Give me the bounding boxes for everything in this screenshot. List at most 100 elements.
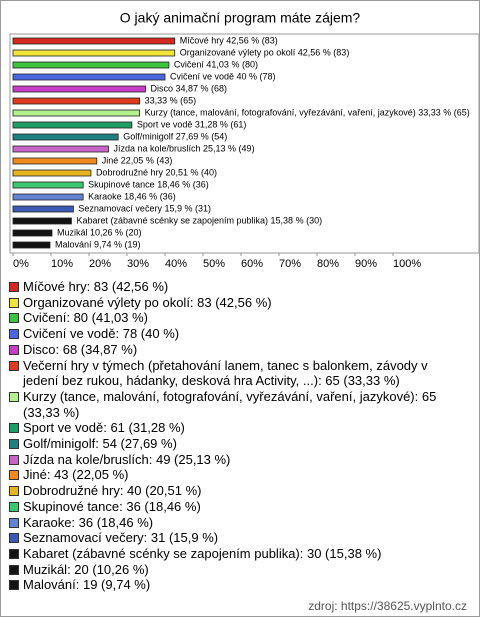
bar-label: Jiné 22,05 % (43) bbox=[102, 155, 173, 165]
legend-item: Muzikál: 20 (10,26 %) bbox=[9, 562, 459, 578]
bar-label: Golf/minigolf 27,69 % (54) bbox=[123, 131, 227, 141]
bar-label: Skupinové tance 18,46 % (36) bbox=[88, 179, 209, 189]
legend-label: Karaoke: 36 (18,46 %) bbox=[23, 514, 154, 530]
bar-label: Kurzy (tance, malování, fotografování, v… bbox=[145, 107, 470, 117]
bar bbox=[12, 109, 141, 117]
legend-label: Skupinové tance: 36 (18,46 %) bbox=[23, 498, 201, 514]
bar-label: Sport ve vodě 31,28 % (61) bbox=[137, 119, 247, 129]
x-tick-label: 100% bbox=[393, 258, 421, 270]
legend-swatch bbox=[9, 533, 19, 544]
bar bbox=[12, 85, 146, 93]
plot-frame bbox=[9, 33, 479, 254]
legend: Míčové hry: 83 (42,56 %) Organizované výl… bbox=[9, 279, 459, 593]
legend-item: Cvičení ve vodě: 78 (40 %) bbox=[9, 326, 459, 342]
bar-label: Muzikál 10,26 % (20) bbox=[57, 227, 142, 237]
legend-label: Cvičení: 80 (41,03 %) bbox=[23, 310, 149, 326]
legend-item: Kurzy (tance, malování, fotografování, v… bbox=[9, 389, 459, 420]
legend-item: Jiné: 43 (22,05 %) bbox=[9, 467, 459, 483]
legend-label: Cvičení ve vodě: 78 (40 %) bbox=[23, 326, 180, 342]
bar-label: 33,33 % (65) bbox=[145, 95, 197, 105]
bar-label: Malování 9,74 % (19) bbox=[55, 239, 141, 249]
bar bbox=[12, 145, 109, 153]
legend-swatch bbox=[9, 439, 19, 450]
legend-label: Golf/minigolf: 54 (27,69 %) bbox=[23, 436, 177, 452]
bar bbox=[12, 205, 74, 213]
legend-label: Seznamovací večery: 31 (15,9 %) bbox=[23, 530, 219, 546]
x-tick-label: 80% bbox=[317, 258, 339, 270]
legend-swatch bbox=[9, 423, 19, 434]
legend-label: Sport ve vodě: 61 (31,28 %) bbox=[23, 420, 185, 436]
x-tick-label: 30% bbox=[127, 258, 149, 270]
legend-label: Jiné: 43 (22,05 %) bbox=[23, 467, 129, 483]
bar bbox=[12, 133, 119, 141]
bar bbox=[12, 73, 166, 81]
legend-item: Golf/minigolf: 54 (27,69 %) bbox=[9, 436, 459, 452]
bar bbox=[12, 241, 51, 249]
chart: O jaký animační program máte zájem? 0% 10… bbox=[9, 10, 479, 270]
legend-swatch bbox=[9, 391, 19, 402]
x-tick-label: 70% bbox=[279, 258, 301, 270]
legend-item: Kabaret (zábavné scénky se zapojením pub… bbox=[9, 546, 459, 562]
legend-item: Disco: 68 (34,87 %) bbox=[9, 342, 459, 358]
bar-label: Míčové hry 42,56 % (83) bbox=[180, 35, 278, 45]
x-tick-label: 60% bbox=[241, 258, 263, 270]
bar-label: Karaoke 18,46 % (36) bbox=[88, 191, 176, 201]
bar bbox=[12, 217, 72, 225]
legend-label: Muzikál: 20 (10,26 %) bbox=[23, 561, 149, 577]
legend-item: Karaoke: 36 (18,46 %) bbox=[9, 515, 459, 531]
bar bbox=[12, 37, 176, 45]
x-tick-label: 20% bbox=[89, 258, 111, 270]
chart-title: O jaký animační program máte zájem? bbox=[120, 10, 361, 26]
bar bbox=[12, 169, 92, 177]
x-tick-label: 90% bbox=[355, 258, 377, 270]
bar-label: Dobrodružné hry 20,51 % (40) bbox=[96, 167, 217, 177]
legend-swatch bbox=[9, 313, 19, 324]
legend-item: Míčové hry: 83 (42,56 %) bbox=[9, 279, 459, 295]
bar bbox=[12, 229, 53, 237]
legend-swatch bbox=[9, 470, 19, 481]
legend-swatch bbox=[9, 454, 19, 465]
x-tick-label: 50% bbox=[203, 258, 225, 270]
bar-label: Cvičení ve vodě 40 % (78) bbox=[170, 71, 276, 81]
bar-label: Kabaret (zábavné scénky se zapojením pub… bbox=[76, 215, 322, 225]
bar-label: Jízda na kole/bruslích 25,13 % (49) bbox=[113, 143, 254, 153]
legend-swatch bbox=[9, 282, 19, 292]
legend-item: Organizované výlety po okolí: 83 (42,56 … bbox=[9, 295, 459, 311]
legend-swatch bbox=[9, 580, 19, 591]
legend-item: Cvičení: 80 (41,03 %) bbox=[9, 310, 459, 326]
legend-label: Míčové hry: 83 (42,56 %) bbox=[23, 279, 169, 294]
legend-swatch bbox=[9, 564, 19, 575]
x-tick-label: 40% bbox=[165, 258, 187, 270]
legend-swatch bbox=[9, 486, 19, 497]
legend-label: Malování: 19 (9,74 %) bbox=[23, 577, 151, 593]
legend-swatch bbox=[9, 329, 19, 340]
x-tick-label: 0% bbox=[13, 258, 29, 270]
legend-item: Jízda na kole/bruslích: 49 (25,13 %) bbox=[9, 452, 459, 468]
legend-label: Organizované výlety po okolí: 83 (42,56 … bbox=[23, 294, 272, 310]
legend-item: Seznamovací večery: 31 (15,9 %) bbox=[9, 530, 459, 546]
x-tick-label: 10% bbox=[51, 258, 73, 270]
bar bbox=[12, 121, 133, 129]
legend-swatch bbox=[9, 548, 19, 559]
bar bbox=[12, 193, 84, 201]
legend-swatch bbox=[9, 517, 19, 528]
legend-item: Dobrodružné hry: 40 (20,51 %) bbox=[9, 483, 459, 499]
legend-swatch bbox=[9, 501, 19, 512]
bar-label: Seznamovací večery 15,9 % (31) bbox=[78, 203, 211, 213]
legend-item: Večerní hry v týmech (přetahování lanem,… bbox=[9, 358, 459, 389]
legend-item: Skupinové tance: 36 (18,46 %) bbox=[9, 499, 459, 515]
legend-item: Malování: 19 (9,74 %) bbox=[9, 577, 459, 593]
legend-label: Večerní hry v týmech (přetahování lanem,… bbox=[23, 357, 428, 389]
legend-label: Dobrodružné hry: 40 (20,51 %) bbox=[23, 483, 202, 499]
bar-label: Cvičení 41,03 % (80) bbox=[174, 59, 258, 69]
legend-label: Disco: 68 (34,87 %) bbox=[23, 341, 138, 357]
bar bbox=[12, 61, 170, 69]
bar bbox=[12, 97, 141, 105]
bar-label: Disco 34,87 % (68) bbox=[151, 83, 228, 93]
legend-swatch bbox=[9, 344, 19, 355]
legend-label: Kabaret (zábavné scénky se zapojením pub… bbox=[23, 545, 382, 561]
legend-label: Jízda na kole/bruslích: 49 (25,13 %) bbox=[23, 451, 231, 467]
bar bbox=[12, 157, 98, 165]
bar bbox=[12, 181, 84, 189]
